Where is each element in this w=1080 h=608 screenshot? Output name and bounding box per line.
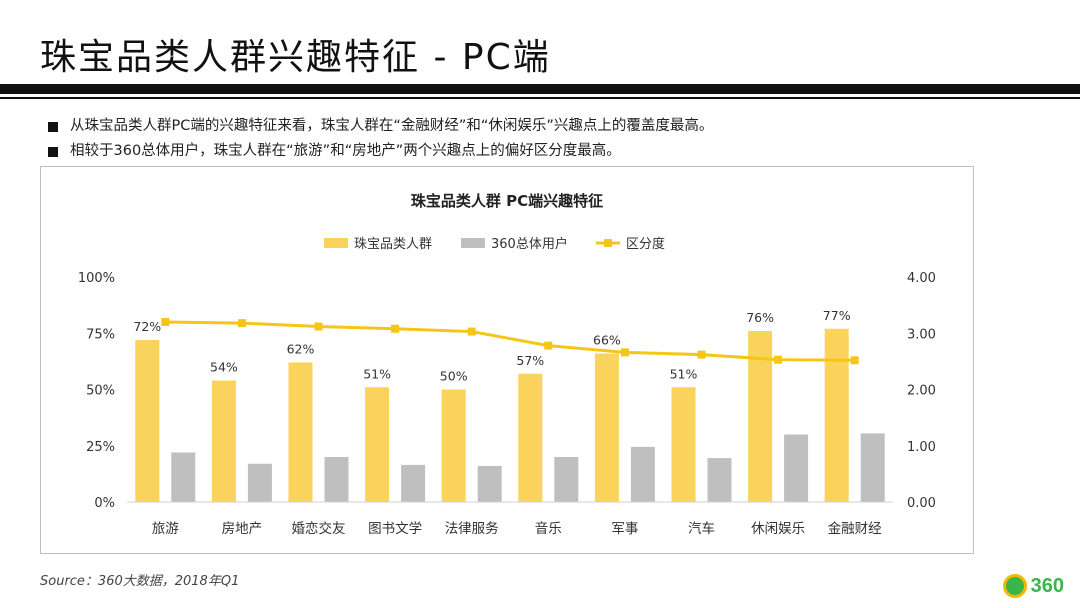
data-label: 54% [210, 360, 238, 375]
legend-label: 珠宝品类人群 [354, 237, 432, 252]
data-label: 62% [287, 342, 315, 357]
x-tick-label: 音乐 [535, 520, 562, 537]
bar-jewelry [518, 373, 543, 502]
distinction-point [620, 348, 629, 357]
distinction-line [165, 320, 855, 362]
legend-label: 区分度 [626, 236, 665, 252]
y-left-tick-label: 100% [78, 271, 115, 286]
distinction-point [237, 319, 246, 328]
bullet-item: 相较于360总体用户，珠宝人群在“旅游”和“房地产”两个兴趣点上的偏好区分度最高… [48, 139, 713, 164]
bullet-square-icon [48, 146, 58, 157]
x-tick-label: 金融财经 [828, 521, 882, 537]
bullet-list: 从珠宝品类人群PC端的兴趣特征来看，珠宝人群在“金融财经”和“休闲娱乐”兴趣点上… [48, 114, 713, 164]
bullet-text: 相较于360总体用户，珠宝人群在“旅游”和“房地产”两个兴趣点上的偏好区分度最高… [70, 143, 621, 159]
bar-jewelry [365, 387, 390, 502]
bullet-square-icon [48, 121, 58, 132]
distinction-point [467, 327, 476, 336]
x-tick-label: 房地产 [222, 521, 263, 537]
bar-overall [401, 464, 426, 502]
page-title: 珠宝品类人群兴趣特征 - PC端 [40, 37, 551, 78]
logo-text: 360 [1030, 574, 1064, 597]
bar-overall [247, 463, 272, 502]
legend-marker [604, 239, 612, 247]
x-tick-label: 休闲娱乐 [751, 521, 805, 537]
logo-circle-icon [1002, 574, 1027, 598]
bar-overall [860, 433, 885, 502]
chart-title: 珠宝品类人群 PC端兴趣特征 [411, 192, 603, 210]
bar-overall [324, 457, 349, 502]
distinction-point [697, 350, 706, 359]
legend-label: 360总体用户 [491, 236, 568, 252]
y-right-tick-label: 3.00 [907, 327, 936, 342]
legend-swatch [324, 238, 348, 248]
bullet-text: 从珠宝品类人群PC端的兴趣特征来看，珠宝人群在“金融财经”和“休闲娱乐”兴趣点上… [70, 118, 714, 134]
bar-overall [784, 434, 809, 502]
bar-overall [630, 446, 655, 502]
y-left-tick-label: 25% [86, 440, 115, 455]
data-label: 50% [440, 369, 468, 384]
x-tick-label: 婚恋交友 [292, 520, 346, 537]
y-left-tick-label: 50% [86, 384, 115, 399]
source-note: Source：360大数据，2018年Q1 [40, 574, 240, 589]
bullet-item: 从珠宝品类人群PC端的兴趣特征来看，珠宝人群在“金融财经”和“休闲娱乐”兴趣点上… [48, 114, 713, 139]
y-right-tick-label: 1.00 [907, 440, 936, 455]
bar-jewelry [441, 389, 466, 502]
brand-logo: 360 [1002, 574, 1064, 598]
bar-overall [554, 457, 579, 502]
y-left-tick-label: 0% [94, 496, 115, 511]
data-label: 57% [516, 353, 544, 368]
y-left-tick-label: 75% [86, 327, 115, 342]
bar-overall [707, 458, 732, 502]
distinction-point [544, 341, 553, 350]
legend-swatch [461, 238, 485, 248]
distinction-point [391, 324, 400, 333]
data-label: 77% [823, 308, 851, 323]
y-right-tick-label: 0.00 [907, 496, 936, 511]
title-rule-thick [0, 84, 1080, 94]
data-label: 66% [593, 333, 621, 348]
bar-overall [477, 466, 502, 502]
title-rule-thin [0, 97, 1080, 99]
x-tick-label: 军事 [611, 521, 638, 537]
data-label: 51% [363, 366, 391, 381]
x-tick-label: 图书文学 [368, 521, 422, 537]
bar-jewelry [594, 353, 619, 502]
x-tick-label: 法律服务 [445, 521, 499, 537]
x-tick-label: 旅游 [152, 521, 179, 537]
chart-container: 珠宝品类人群 PC端兴趣特征珠宝品类人群 360总体用户 区分度 0% 25% 50% 75… [40, 166, 974, 554]
bar-jewelry [135, 340, 160, 502]
distinction-point [314, 322, 323, 331]
y-right-tick-label: 4.00 [907, 271, 936, 286]
bar-jewelry [824, 328, 849, 502]
data-label: 51% [670, 366, 698, 381]
bar-jewelry [211, 380, 236, 502]
bar-jewelry [288, 362, 313, 502]
distinction-point [850, 356, 859, 365]
y-right-tick-label: 2.00 [907, 384, 936, 399]
distinction-point [774, 355, 783, 364]
bar-jewelry [671, 387, 696, 502]
bar-overall [171, 452, 196, 502]
x-tick-label: 汽车 [688, 520, 715, 537]
distinction-point [161, 318, 170, 326]
data-label: 72% [133, 319, 161, 334]
data-label: 76% [746, 310, 774, 325]
